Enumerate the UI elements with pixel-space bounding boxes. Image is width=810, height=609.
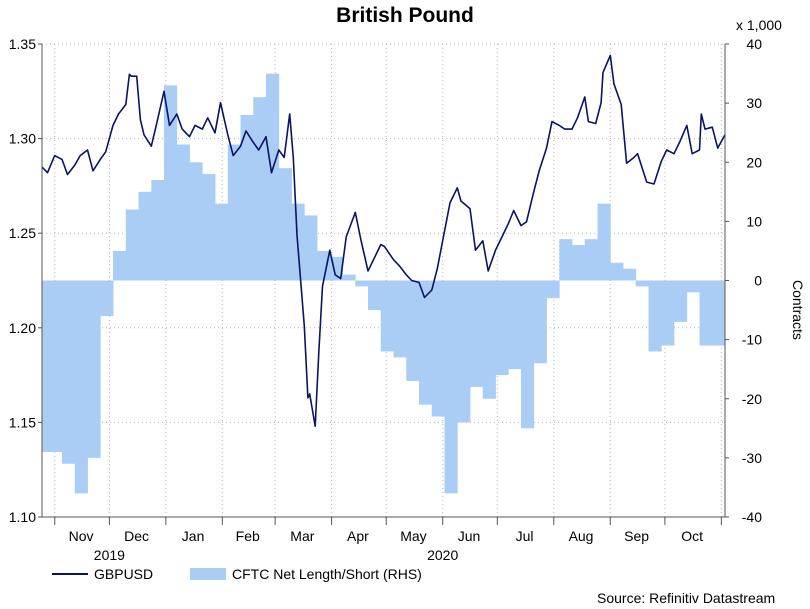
month-label: Apr — [347, 528, 369, 544]
cftc-bar — [686, 280, 700, 293]
cftc-bar — [674, 280, 688, 322]
cftc-bar — [215, 203, 229, 281]
cftc-bar — [597, 203, 611, 281]
right-tick-label: 0 — [754, 273, 762, 289]
right-tick-label: 10 — [746, 213, 762, 229]
year-label: 2020 — [427, 547, 458, 563]
cftc-bar — [202, 174, 216, 281]
cftc-bar — [623, 268, 637, 281]
legend-line-swatch — [52, 573, 88, 575]
legend-label-cftc: CFTC Net Length/Short (RHS) — [232, 566, 422, 582]
cftc-bar — [648, 280, 662, 352]
left-tick-label: 1.30 — [9, 131, 36, 147]
left-tick-label: 1.25 — [9, 225, 36, 241]
right-tick-label: -40 — [742, 509, 762, 525]
month-label: Dec — [124, 528, 149, 544]
cftc-bar — [533, 280, 547, 364]
cftc-bar — [393, 280, 407, 358]
month-label: Aug — [569, 528, 594, 544]
cftc-bar — [240, 114, 254, 281]
gbpusd-line — [41, 54, 726, 428]
cftc-bar — [176, 144, 190, 281]
cftc-area-series — [42, 73, 726, 494]
cftc-bar — [342, 274, 356, 281]
right-tick-label: -10 — [742, 332, 762, 348]
cftc-bar — [457, 280, 471, 423]
cftc-bar — [317, 250, 331, 281]
year-label: 2019 — [94, 547, 125, 563]
left-tick-label: 1.35 — [9, 36, 36, 52]
right-tick-label: 30 — [746, 95, 762, 111]
right-tick-label: 20 — [746, 154, 762, 170]
source-note: Source: Refinitiv Datastream — [597, 590, 776, 606]
cftc-bar — [74, 280, 88, 494]
axes: 1.10 1.15 1.20 1.25 1.30 1.35 -40 -30 -20 -10 0 10 2… — [9, 36, 762, 563]
month-label: Feb — [236, 528, 260, 544]
right-axis-unit: x 1,000 — [736, 17, 782, 33]
cftc-bar — [278, 168, 292, 281]
cftc-bar — [406, 280, 420, 382]
cftc-bar — [610, 262, 624, 281]
cftc-bar — [100, 280, 114, 316]
cftc-bar — [266, 73, 280, 281]
month-label: Mar — [290, 528, 314, 544]
cftc-bar — [431, 280, 445, 417]
legend-label-gbpusd: GBPUSD — [94, 566, 154, 582]
cftc-bar — [62, 280, 76, 464]
cftc-bar — [113, 250, 127, 281]
right-tick-label: -30 — [742, 450, 762, 466]
cftc-bar — [151, 179, 165, 281]
cftc-bar — [380, 280, 394, 352]
cftc-bar — [125, 209, 139, 281]
cftc-bar — [87, 280, 101, 458]
cftc-bar — [189, 162, 203, 281]
cftc-bar — [482, 280, 496, 399]
cftc-bar — [470, 280, 484, 387]
cftc-bar — [546, 280, 560, 299]
month-label: Jul — [516, 528, 534, 544]
left-tick-label: 1.20 — [9, 320, 36, 336]
left-tick-label: 1.15 — [9, 414, 36, 430]
cftc-bar — [584, 239, 598, 281]
right-tick-label: 40 — [746, 36, 762, 52]
month-label: Jan — [182, 528, 205, 544]
cftc-bar — [508, 280, 522, 370]
cftc-bar — [495, 280, 509, 376]
cftc-bar — [355, 280, 369, 287]
cftc-bar — [559, 239, 573, 281]
month-label: Jun — [458, 528, 481, 544]
right-tick-label: -20 — [742, 391, 762, 407]
cftc-bar — [42, 280, 50, 452]
cftc-bar — [635, 280, 649, 287]
cftc-bar — [521, 280, 535, 429]
cftc-bar — [419, 280, 433, 405]
cftc-bar — [253, 97, 267, 281]
cftc-bar — [572, 245, 586, 281]
legend-item-cftc: CFTC Net Length/Short (RHS) — [190, 566, 422, 582]
gbpusd-line-series — [41, 54, 726, 428]
chart-title: British Pound — [336, 4, 474, 27]
cftc-bar — [164, 85, 178, 281]
left-tick-label: 1.10 — [9, 509, 36, 525]
legend-item-gbpusd: GBPUSD — [52, 566, 153, 582]
month-label: Oct — [681, 528, 703, 544]
cftc-bar — [368, 280, 382, 311]
month-label: Nov — [69, 528, 94, 544]
cftc-bar — [661, 280, 675, 346]
cftc-bar — [138, 191, 152, 281]
legend-area-swatch — [190, 568, 226, 580]
cftc-bar — [49, 280, 63, 452]
cftc-bar — [699, 280, 726, 346]
month-label: May — [400, 528, 426, 544]
cftc-bar — [304, 215, 318, 281]
cftc-bar — [444, 280, 458, 494]
month-label: Sep — [624, 528, 649, 544]
cftc-bar — [227, 144, 241, 281]
